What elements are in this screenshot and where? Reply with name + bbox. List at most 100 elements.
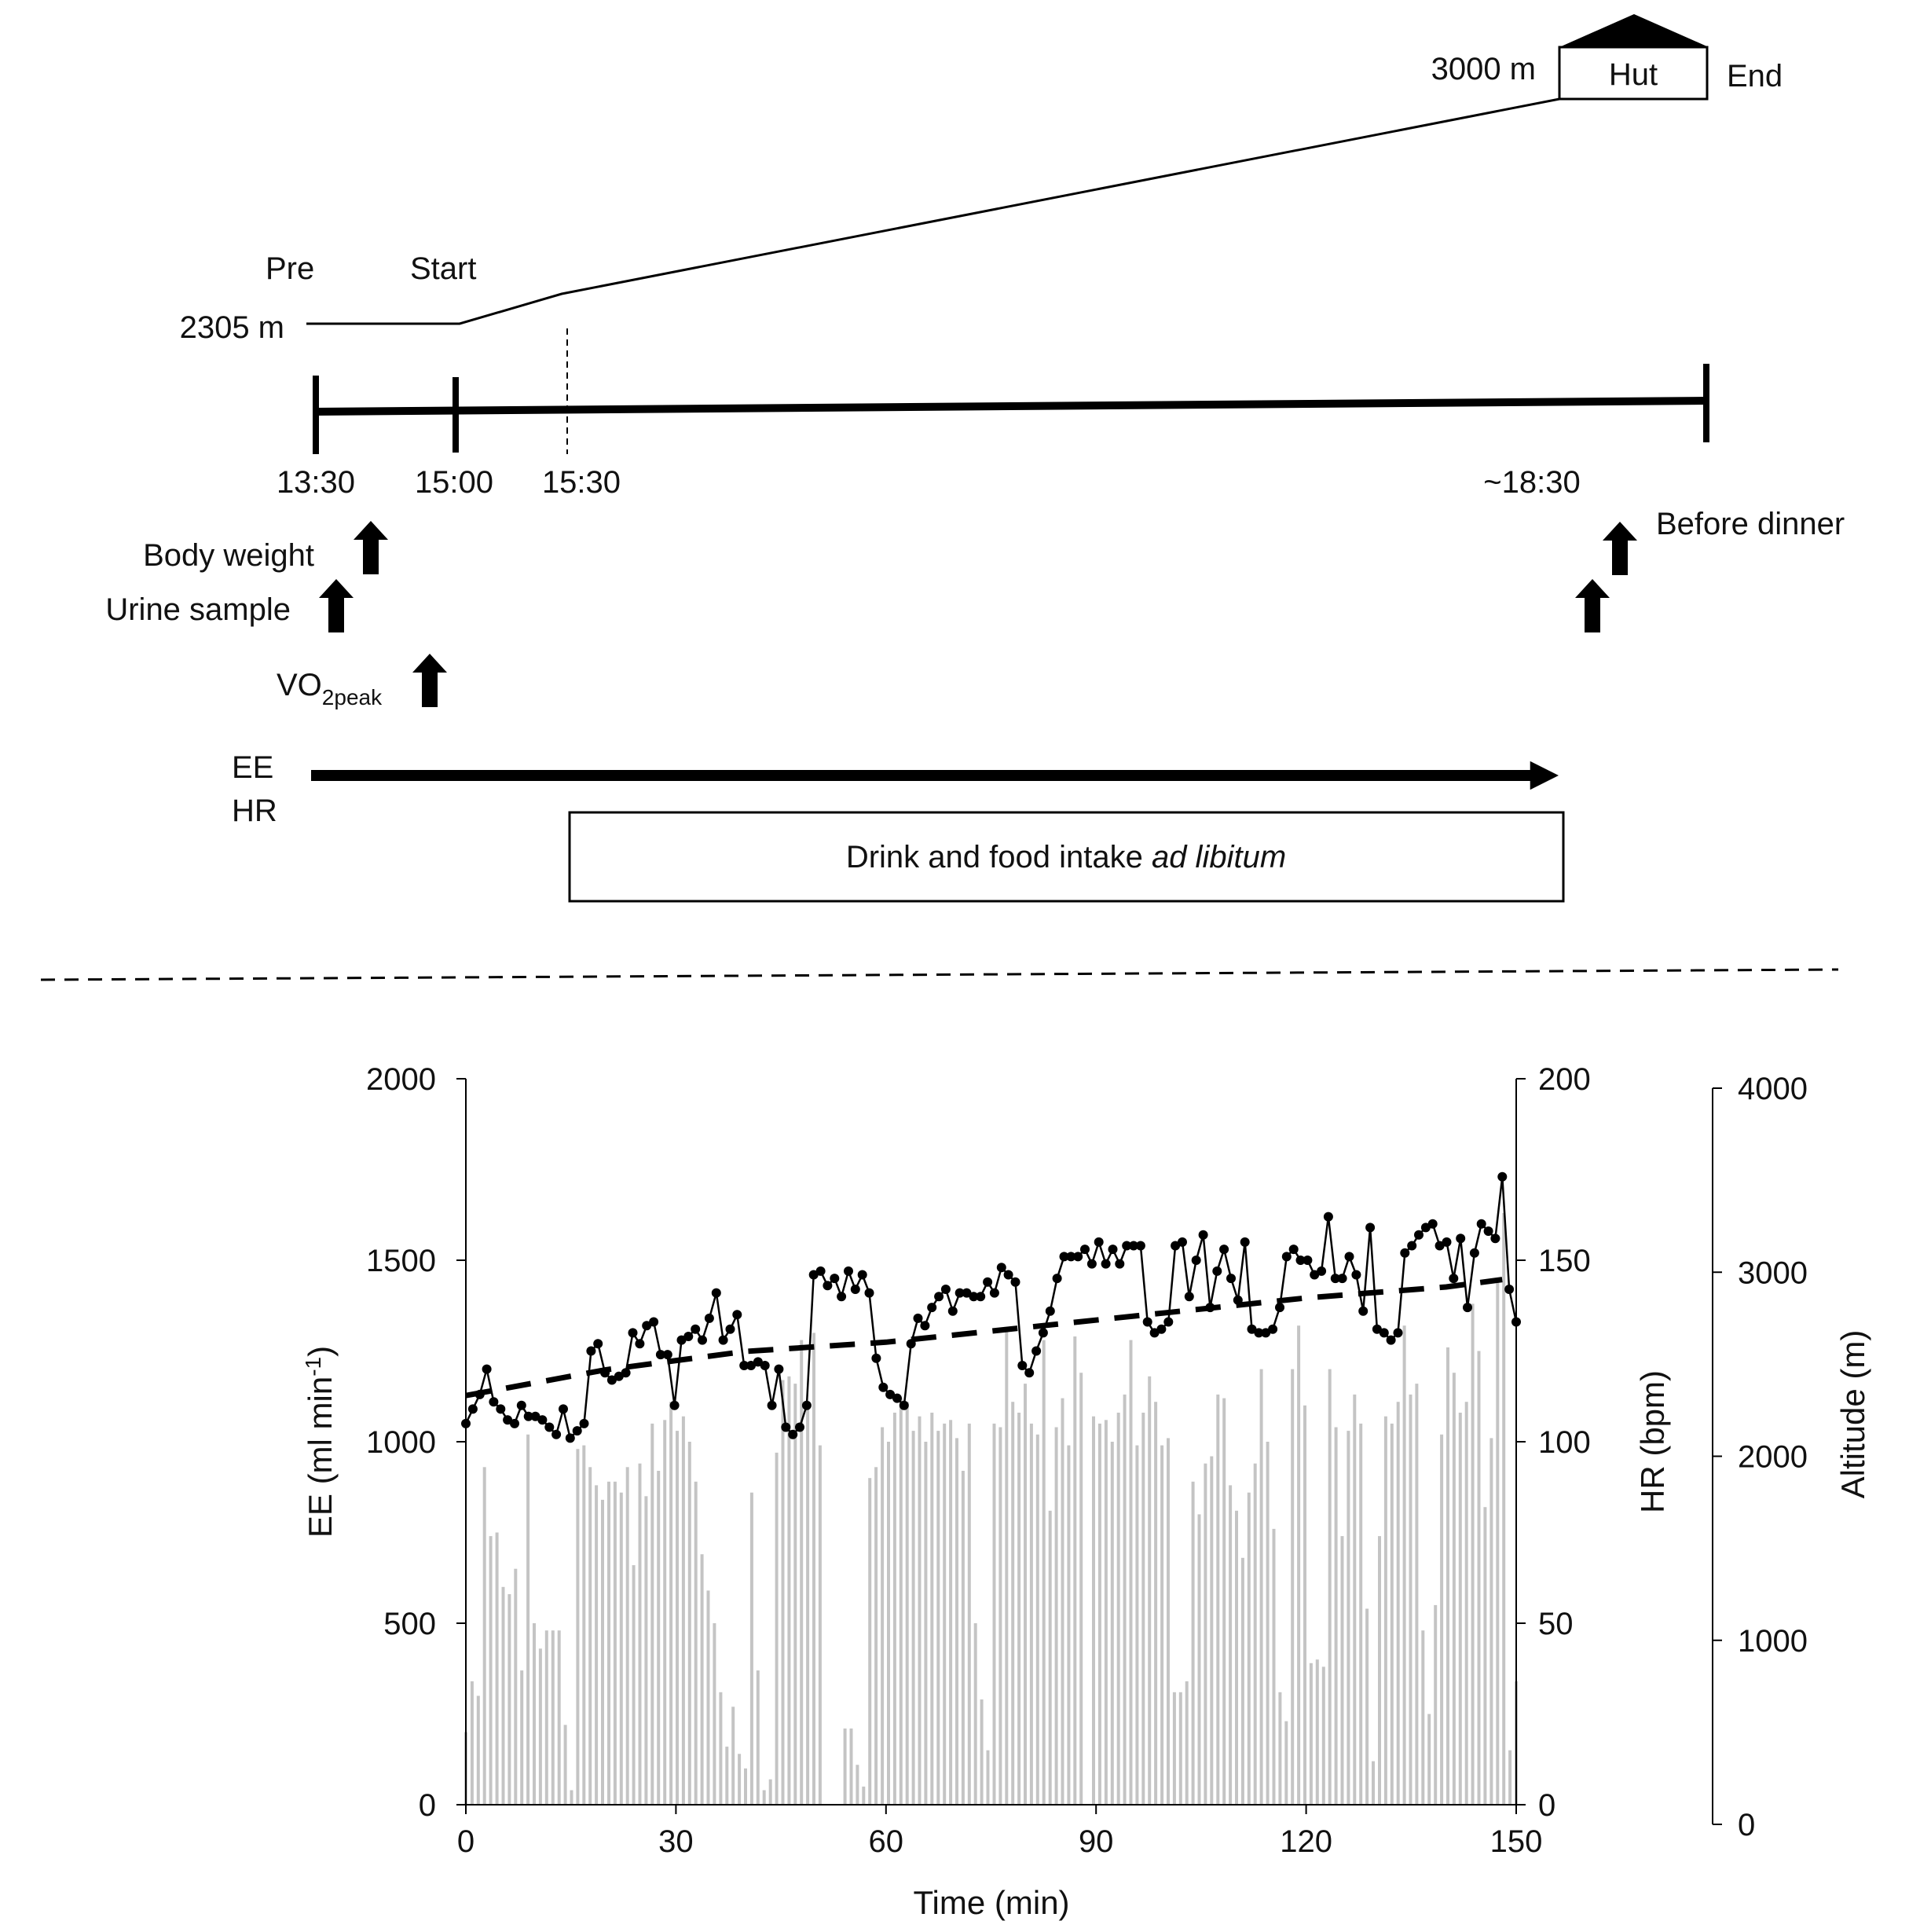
hr-point: [983, 1277, 993, 1287]
vo2peak-label-sub: 2peak: [322, 685, 383, 709]
ee-bar: [538, 1648, 542, 1805]
hr-point: [530, 1411, 540, 1421]
hr-point: [579, 1418, 589, 1428]
hr-point: [1059, 1252, 1069, 1262]
hr-point: [551, 1429, 562, 1439]
ee-bar: [1396, 1402, 1400, 1805]
ee-bar: [738, 1754, 742, 1805]
intake-text-italic: ad libitum: [1152, 840, 1286, 874]
ee-bar: [669, 1402, 673, 1805]
altitude-tick-label: 0: [1738, 1808, 1755, 1842]
ee-bar: [899, 1398, 903, 1805]
ee-bar: [1464, 1402, 1468, 1805]
altitude-trend-line: [465, 1277, 1503, 1399]
ee-bar: [868, 1478, 872, 1805]
hr-point: [683, 1332, 694, 1341]
hr-point: [955, 1288, 965, 1298]
ee-bar: [687, 1442, 691, 1805]
hr-point: [1149, 1328, 1160, 1338]
hr-point: [1108, 1245, 1118, 1255]
hr-point: [1268, 1324, 1278, 1334]
ee-bar: [644, 1496, 648, 1805]
ee-bar: [613, 1481, 617, 1805]
ee-bar: [961, 1471, 965, 1805]
ee-bar: [856, 1765, 859, 1805]
hr-point: [482, 1364, 492, 1374]
hr-point: [830, 1274, 840, 1284]
ee-bar: [980, 1699, 984, 1805]
time-label-1330: 13:30: [277, 465, 355, 500]
ee-axis-title-end: ): [302, 1346, 339, 1357]
hr-point: [537, 1415, 548, 1425]
hr-point: [649, 1317, 659, 1327]
hr-point: [1073, 1252, 1083, 1262]
hr-point: [1094, 1237, 1104, 1247]
end-label: End: [1727, 59, 1783, 93]
ee-bar: [843, 1729, 847, 1805]
ee-axis-title-sup: -1: [301, 1357, 325, 1377]
altitude-start-label: 2305 m: [180, 310, 284, 345]
ee-bar: [892, 1413, 896, 1805]
hr-tick-label: 50: [1538, 1607, 1574, 1641]
hr-point: [913, 1313, 923, 1323]
ee-bar: [731, 1707, 735, 1805]
hr-point: [899, 1400, 909, 1410]
hr-point: [927, 1303, 937, 1313]
ee-bar: [489, 1536, 493, 1805]
hr-point: [1434, 1241, 1445, 1251]
urine-sample-arrow-icon: [319, 579, 354, 632]
ee-bar: [1210, 1456, 1214, 1805]
hut-label: Hut: [1609, 57, 1658, 92]
hr-point: [628, 1328, 638, 1338]
ee-bar: [1477, 1351, 1481, 1805]
ee-bar: [998, 1427, 1002, 1805]
ee-bar: [694, 1481, 698, 1805]
hr-point: [1449, 1274, 1459, 1284]
hut-box: [1558, 46, 1709, 101]
ee-bar: [1284, 1721, 1288, 1805]
section-divider: [40, 968, 1839, 981]
ee-bar: [1446, 1347, 1449, 1805]
ee-bar: [1278, 1692, 1282, 1805]
altitude-end-label: 3000 m: [1431, 52, 1536, 86]
ee-bar: [1309, 1663, 1313, 1805]
ee-bar: [526, 1434, 530, 1805]
ee-bars: [464, 1212, 1518, 1805]
hr-point: [1351, 1270, 1361, 1280]
ee-bar: [501, 1586, 505, 1805]
ee-bar: [1123, 1394, 1127, 1805]
hr-point: [1490, 1234, 1500, 1244]
hr-point: [871, 1353, 881, 1363]
hr-point: [1261, 1328, 1271, 1338]
ee-tick-label: 2000: [366, 1062, 436, 1097]
hr-point: [1219, 1245, 1229, 1255]
ee-bar: [482, 1467, 486, 1805]
ee-label: EE: [232, 750, 273, 785]
ee-bar: [601, 1499, 604, 1805]
ee-bar: [1092, 1416, 1095, 1805]
intake-box-text: Drink and food intake ad libitum: [846, 840, 1286, 874]
urine-sample-end-arrow-icon: [1575, 579, 1610, 632]
vo2peak-label-base: VO: [277, 668, 322, 702]
ee-bar: [476, 1696, 480, 1805]
hr-point: [691, 1324, 701, 1334]
hr-point: [559, 1404, 568, 1414]
ee-tick-label: 500: [383, 1607, 436, 1641]
hr-point: [1003, 1270, 1013, 1280]
ee-bar: [787, 1376, 791, 1805]
hr-point: [698, 1335, 707, 1345]
hr-points: [461, 1171, 1521, 1443]
ee-bar: [1035, 1434, 1039, 1805]
hr-point: [614, 1371, 624, 1381]
hr-point: [572, 1426, 582, 1436]
ee-bar: [1141, 1413, 1145, 1805]
start-label: Start: [410, 251, 476, 286]
ee-bar: [775, 1452, 779, 1805]
ee-bar: [1167, 1438, 1170, 1805]
ee-bar: [1073, 1336, 1077, 1805]
hr-point: [642, 1321, 652, 1331]
hr-point: [489, 1397, 499, 1407]
ee-bar: [806, 1402, 810, 1805]
ee-bar: [1291, 1369, 1295, 1805]
hr-point: [1198, 1230, 1208, 1240]
